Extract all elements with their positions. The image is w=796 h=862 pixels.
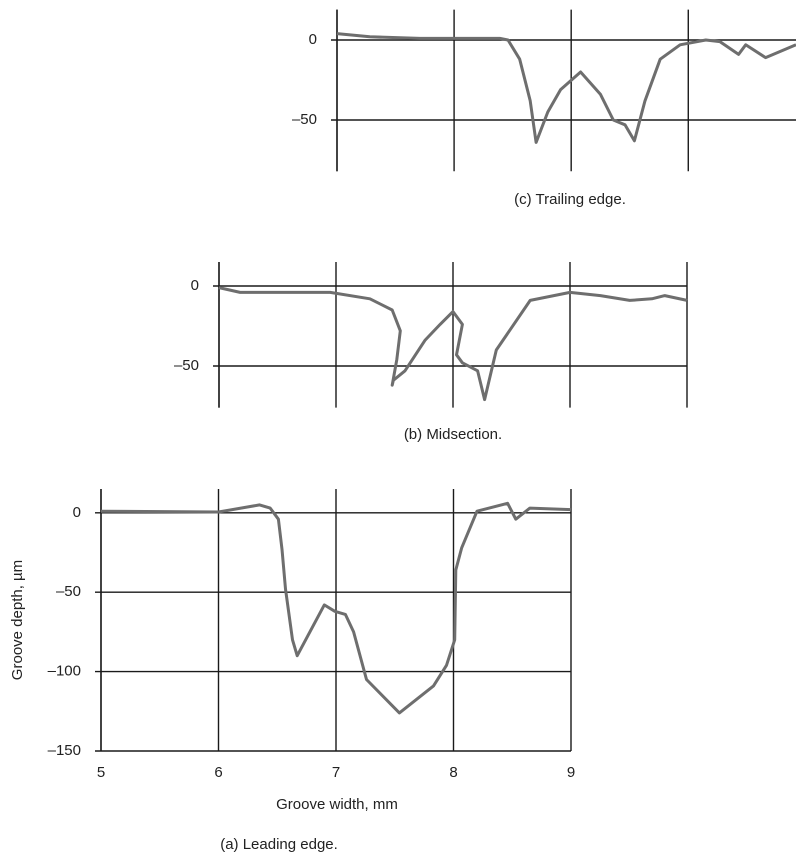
y-axis-label: Groove depth, µm (9, 560, 26, 680)
x-tick-label: 7 (332, 764, 340, 781)
data-line (100, 501, 572, 715)
y-tick-label: 0 (309, 31, 317, 48)
x-tick-label: 9 (567, 764, 575, 781)
x-axis-label: Groove width, mm (276, 796, 398, 813)
y-tick-label: –100 (48, 663, 81, 680)
y-tick-label: –50 (56, 583, 81, 600)
caption: (c) Trailing edge. (514, 191, 626, 208)
x-tick-label: 6 (214, 764, 222, 781)
x-tick-label: 8 (449, 764, 457, 781)
y-tick-label: 0 (73, 504, 81, 521)
caption: (a) Leading edge. (220, 836, 338, 853)
y-tick-label: –150 (48, 742, 81, 759)
caption: (b) Midsection. (404, 426, 502, 443)
y-tick-label: –50 (174, 357, 199, 374)
y-tick-label: 0 (191, 277, 199, 294)
y-tick-label: –50 (292, 111, 317, 128)
x-tick-label: 5 (97, 764, 105, 781)
data-line (218, 286, 688, 402)
data-line (336, 32, 796, 144)
